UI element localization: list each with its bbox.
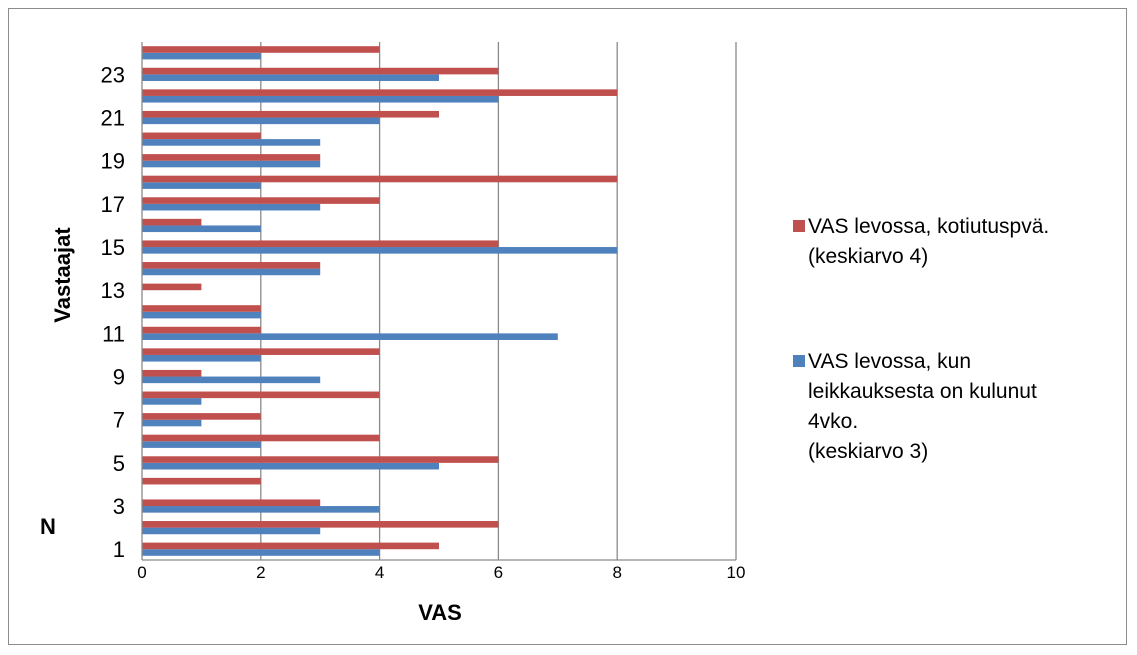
bar [142,521,499,528]
x-tick-label: 8 [612,563,621,582]
bar [142,175,618,183]
y-tick-label: 3 [113,494,125,519]
bar [142,477,261,485]
y-tick-label: 11 [102,321,125,346]
y-tick-label: 15 [101,235,125,260]
bar [142,283,202,291]
bars-group [142,46,618,556]
x-tick-label: 0 [137,563,146,582]
y-tick-label: 23 [101,62,125,87]
y-tick-label: 17 [101,192,125,217]
bar [142,240,499,248]
bar [142,434,380,442]
gridlines [260,42,737,560]
y-tick-label: 19 [101,149,125,174]
bar [142,67,499,75]
bar [142,46,380,53]
bar [142,95,499,103]
bar [142,354,261,362]
bar [142,139,321,146]
legend-label: 4vko. [808,410,858,433]
bar [142,225,261,233]
bar [142,456,499,463]
bar [142,89,618,96]
bar [142,132,261,140]
x-tick-labels: 0 2 4 6 8 10 [137,563,745,582]
x-axis-title: VAS [418,600,462,625]
bar [142,117,380,125]
bar [142,413,261,420]
bar [142,369,202,377]
legend-label: leikkauksesta on kulunut [808,380,1037,403]
bar [142,499,321,507]
bar [142,74,439,81]
x-tick-label: 10 [727,563,746,582]
bar [142,110,439,118]
x-tick-label: 2 [256,563,265,582]
bar [142,197,380,204]
n-label: N [40,514,56,539]
legend-label: (keskiarvo 4) [808,245,928,268]
bar [142,348,380,355]
bar [142,218,202,226]
y-tick-label: 7 [113,408,125,433]
bar [142,305,261,312]
legend-label: VAS levossa, kotiutuspvä. [808,215,1049,238]
bar [142,182,261,189]
legend: VAS levossa, kotiutuspvä. (keskiarvo 4) VA… [793,215,1049,463]
bar [142,262,321,269]
bar [142,333,558,340]
bar [142,154,321,161]
axes-group [141,42,736,561]
y-tick-label: 21 [101,106,125,131]
bar [142,462,439,470]
bar [142,247,618,254]
bar [142,419,202,427]
y-tick-label: 13 [101,278,125,303]
bar [142,542,439,550]
y-tick-label: 5 [113,451,125,476]
legend-label: (keskiarvo 3) [808,440,928,463]
x-tick-label: 4 [375,563,384,582]
legend-label: VAS levossa, kun [808,350,971,373]
y-tick-label: 9 [113,365,125,390]
bar [142,326,261,334]
bar [142,506,380,513]
bar [142,376,321,384]
y-tick-label: 1 [113,537,125,562]
bar [142,268,321,276]
y-axis-title: Vastaajat [50,227,75,323]
legend-swatch [793,220,805,232]
bar [142,391,380,399]
legend-swatch [793,355,805,367]
bar [142,527,321,535]
bar [142,160,321,168]
bar [142,52,261,60]
bar [142,549,380,556]
bar [142,441,261,448]
bar [142,203,321,211]
bar [142,398,202,405]
bar [142,311,261,319]
x-tick-label: 6 [494,563,503,582]
